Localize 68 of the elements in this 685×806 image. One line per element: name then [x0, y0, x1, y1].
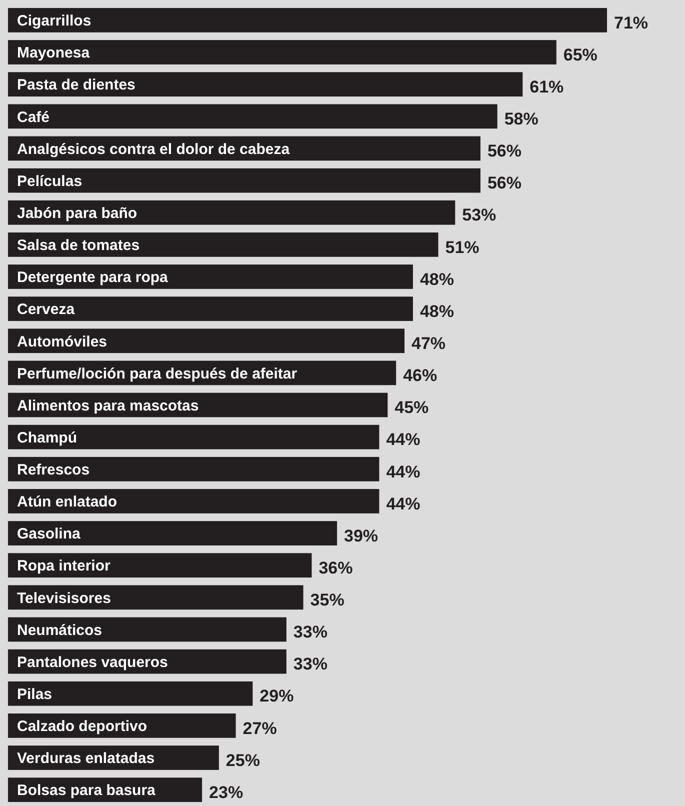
data-label: 33%: [293, 622, 328, 642]
data-label: 27%: [242, 718, 277, 738]
data-label: 51%: [445, 238, 480, 257]
y-tick-label: Refrescos: [17, 462, 90, 479]
y-tick-label: Analgésicos contra el dolor de cabeza: [17, 140, 290, 158]
bar: [8, 168, 480, 193]
bar: [8, 40, 556, 64]
bar: [8, 8, 607, 32]
y-tick-label: Jabón para baño: [17, 204, 138, 222]
y-tick-label: Champú: [17, 429, 77, 446]
y-tick-label: Perfume/loción para después de afeitar: [17, 365, 298, 382]
bar: [8, 456, 380, 482]
data-label: 44%: [386, 430, 420, 450]
y-tick-label: Pasta de dientes: [17, 76, 136, 94]
y-tick-label: Verduras enlatadas: [17, 750, 155, 768]
bar: [8, 553, 312, 578]
bar: [8, 328, 405, 354]
y-tick-label: Ropa interior: [17, 558, 110, 575]
bar: [8, 585, 304, 610]
y-tick-label: Películas: [17, 172, 82, 190]
y-tick-label: Atún enlatado: [17, 494, 117, 511]
bar: [8, 521, 338, 546]
bar: [8, 489, 380, 514]
data-label: 46%: [403, 366, 438, 386]
y-tick-label: Calzado deportivo: [17, 718, 148, 736]
y-tick-label: Pantalones vaqueros: [17, 654, 168, 671]
y-tick-label: Cigarrillos: [17, 12, 92, 30]
y-tick-label: Alimentos para mascotas: [17, 397, 199, 414]
data-label: 61%: [530, 77, 564, 96]
bar: [8, 232, 438, 257]
y-tick-label: Cerveza: [17, 301, 76, 318]
y-tick-label: Bolsas para basura: [17, 782, 156, 800]
data-label: 29%: [260, 686, 294, 706]
data-label: 48%: [420, 302, 454, 321]
y-tick-label: Neumáticos: [17, 622, 102, 639]
data-label: 53%: [462, 206, 496, 225]
y-tick-label: Gasolina: [17, 526, 82, 543]
bar: [8, 104, 498, 129]
data-label: 45%: [394, 398, 429, 418]
bar: [8, 200, 456, 225]
data-label: 65%: [563, 45, 598, 64]
bar: [8, 617, 286, 642]
data-label: 39%: [344, 526, 378, 546]
data-label: 25%: [226, 750, 260, 770]
data-label: 47%: [412, 334, 446, 353]
y-tick-label: Salsa de tomates: [17, 237, 140, 254]
data-label: 36%: [318, 558, 353, 578]
data-label: 33%: [293, 654, 328, 674]
bar: [8, 72, 523, 97]
data-label: 35%: [310, 590, 344, 610]
bar: [8, 264, 413, 289]
data-label: 48%: [420, 270, 454, 289]
y-tick-label: Café: [17, 108, 50, 126]
y-tick-label: Detergente para ropa: [17, 269, 169, 286]
data-label: 44%: [386, 494, 420, 514]
data-label: 44%: [386, 462, 420, 482]
data-label: 58%: [504, 110, 538, 129]
data-label: 23%: [209, 782, 244, 802]
bar: [8, 296, 413, 321]
bar: [8, 424, 380, 450]
data-label: 56%: [487, 174, 522, 193]
data-label: 71%: [614, 13, 648, 32]
y-tick-label: Televisisores: [17, 590, 111, 607]
y-tick-label: Automóviles: [17, 333, 108, 350]
y-tick-label: Pilas: [17, 686, 52, 704]
data-label: 56%: [487, 142, 522, 161]
bar: [8, 681, 253, 706]
y-tick-label: Mayonesa: [17, 44, 90, 62]
